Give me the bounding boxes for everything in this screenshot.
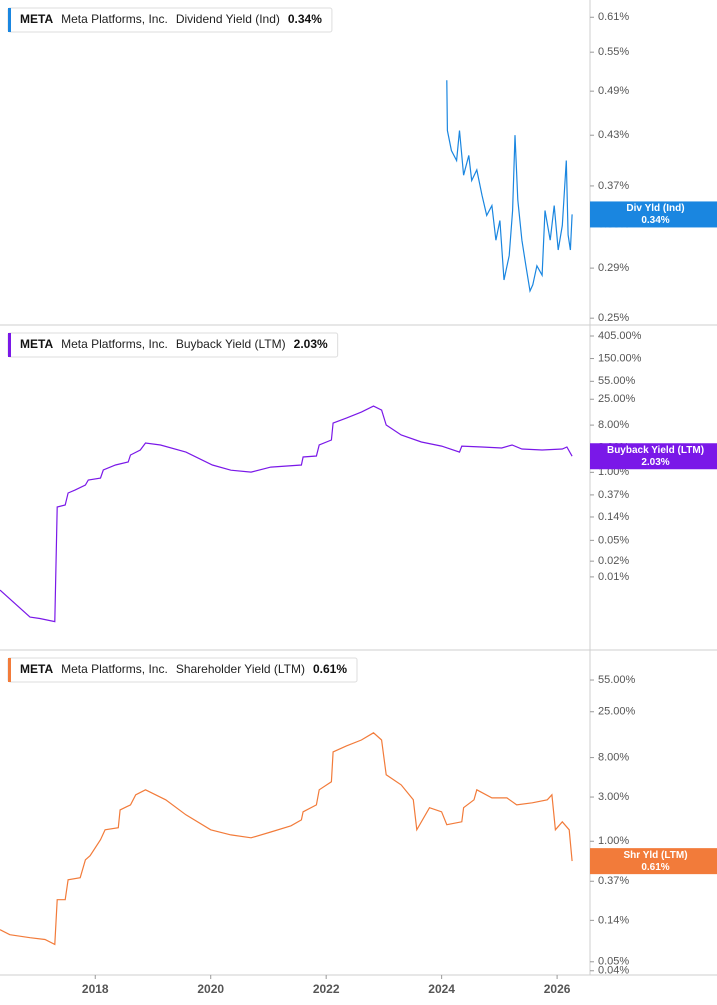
- y-tick-label: 0.37%: [598, 489, 629, 501]
- y-tick-label: 0.14%: [598, 914, 629, 926]
- callout-name: Div Yld (Ind): [626, 203, 684, 214]
- y-tick-label: 0.55%: [598, 46, 629, 58]
- last-value-callout: [590, 443, 717, 470]
- legend-company: Meta Platforms, Inc.: [61, 662, 168, 676]
- legend-ticker: META: [20, 12, 53, 26]
- y-tick-label: 0.29%: [598, 262, 629, 274]
- legend-box: [7, 332, 339, 358]
- y-tick-label: 0.02%: [598, 555, 629, 567]
- legend: META Meta Platforms, Inc. Shareholder Yiel…: [7, 657, 358, 683]
- y-tick-label: 0.05%: [598, 534, 629, 546]
- y-tick-label: 0.49%: [598, 85, 629, 97]
- y-tick-label: 405.00%: [598, 330, 642, 342]
- callout-name: Buyback Yield (LTM): [607, 445, 704, 456]
- y-tick-label: 8.00%: [598, 751, 629, 763]
- callout-value: 0.34%: [641, 215, 669, 226]
- legend-series: Dividend Yield (Ind): [176, 12, 280, 26]
- legend-value: 2.03%: [294, 337, 328, 351]
- legend: META Meta Platforms, Inc. Dividend Yield (…: [7, 7, 333, 33]
- x-tick-label: 2022: [313, 982, 340, 996]
- y-tick-label: 0.05%: [598, 956, 629, 968]
- y-tick-label: 55.00%: [598, 375, 636, 387]
- legend-value: 0.61%: [313, 662, 347, 676]
- last-value-callout: [590, 201, 717, 228]
- y-tick-label: 0.01%: [598, 571, 629, 583]
- legend-company: Meta Platforms, Inc.: [61, 12, 168, 26]
- callout-value: 0.61%: [641, 862, 669, 873]
- last-value-callout: [590, 848, 717, 875]
- y-tick-label: 0.25%: [598, 312, 629, 324]
- legend-swatch: [8, 658, 11, 682]
- y-tick-label: 0.14%: [598, 511, 629, 523]
- legend-swatch: [8, 333, 11, 357]
- y-tick-label: 0.37%: [598, 180, 629, 192]
- y-tick-label: 0.61%: [598, 11, 629, 23]
- y-tick-label: 8.00%: [598, 419, 629, 431]
- y-tick-label: 0.43%: [598, 129, 629, 141]
- legend-ticker: META: [20, 662, 53, 676]
- y-tick-label: 150.00%: [598, 352, 642, 364]
- x-tick-label: 2026: [544, 982, 571, 996]
- series-line: [446, 80, 573, 294]
- y-tick-label: 0.37%: [598, 875, 629, 887]
- legend-company: Meta Platforms, Inc.: [61, 337, 168, 351]
- legend-ticker: META: [20, 337, 53, 351]
- y-tick-label: 25.00%: [598, 393, 636, 405]
- y-tick-label: 25.00%: [598, 706, 636, 718]
- y-tick-label: 55.00%: [598, 674, 636, 686]
- callout-value: 2.03%: [641, 457, 669, 468]
- legend-series: Shareholder Yield (LTM): [176, 662, 305, 676]
- legend-box: [7, 7, 333, 33]
- y-tick-label: 1.00%: [598, 835, 629, 847]
- legend-value: 0.34%: [288, 12, 322, 26]
- series-line: [0, 405, 573, 623]
- x-tick-label: 2018: [82, 982, 109, 996]
- y-tick-label: 3.00%: [598, 791, 629, 803]
- legend-swatch: [8, 8, 11, 32]
- y-tick-label: 0.04%: [598, 965, 629, 977]
- x-tick-label: 2024: [428, 982, 455, 996]
- legend: META Meta Platforms, Inc. Buyback Yield (L…: [7, 332, 339, 358]
- legend-series: Buyback Yield (LTM): [176, 337, 286, 351]
- x-tick-label: 2020: [197, 982, 224, 996]
- series-line: [0, 732, 573, 946]
- callout-name: Shr Yld (LTM): [623, 850, 687, 861]
